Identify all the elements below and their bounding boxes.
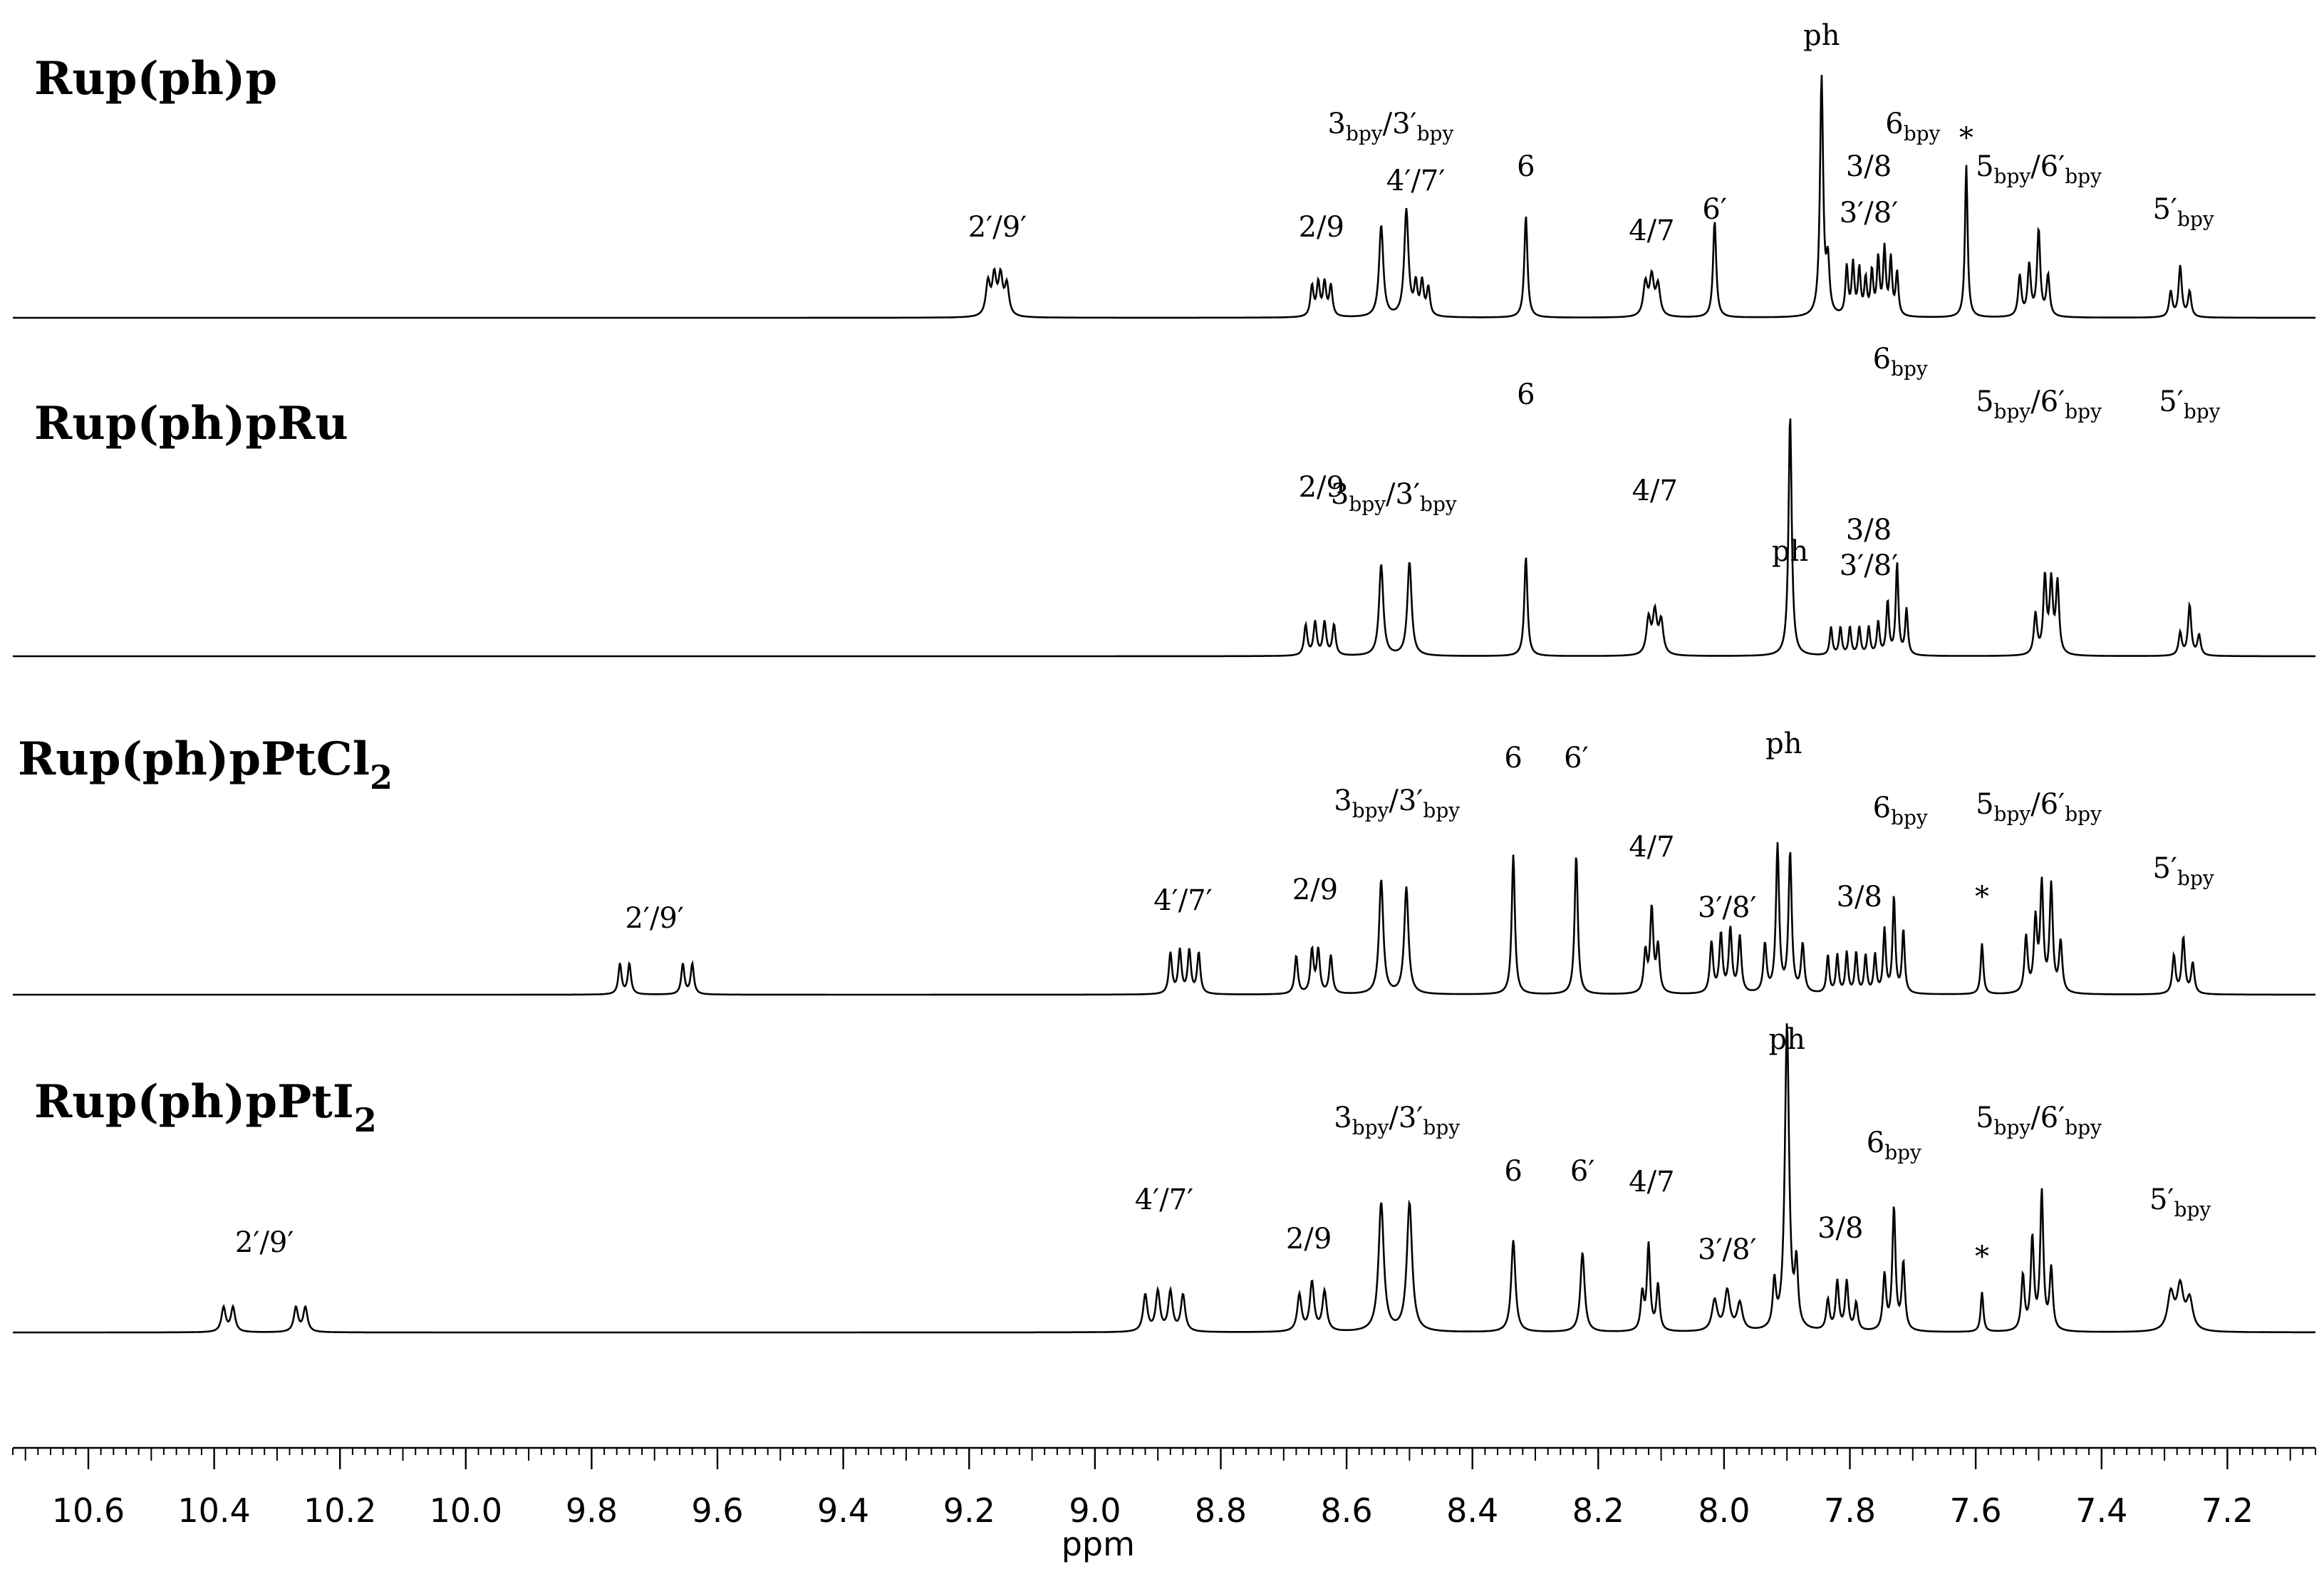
peak-label-5pbpy: 5′bpy xyxy=(2159,385,2220,423)
peak-label-3bpy: 3bpy/3′bpy xyxy=(1334,784,1460,822)
spectrum-trace xyxy=(13,842,2315,996)
peak-label-3bpy: 3bpy/3′bpy xyxy=(1327,108,1453,145)
peak-label-star: * xyxy=(1975,881,1989,913)
axis-tick-label: 10.2 xyxy=(304,1491,376,1530)
peak-label-2-9: 2/9 xyxy=(1286,1223,1332,1255)
peak-label-star: * xyxy=(1975,1241,1989,1273)
peak-label-3-8: 3/8 xyxy=(1837,881,1882,913)
peak-label-5bpy: 5bpy/6′bpy xyxy=(1976,1102,2102,1139)
peak-label-ph: ph xyxy=(1803,19,1840,52)
peak-label-3bpy: 3bpy/3′bpy xyxy=(1331,478,1457,516)
axis-tick-label: 7.8 xyxy=(1824,1491,1876,1530)
peak-label-5pbpy: 5′bpy xyxy=(2152,852,2214,890)
peak-label-6: 6 xyxy=(1504,1155,1522,1188)
peak-label-3bpy: 3bpy/3′bpy xyxy=(1334,1102,1460,1139)
peak-label-6p: 6′ xyxy=(1570,1155,1595,1188)
peak-label-6: 6 xyxy=(1517,150,1535,183)
peak-label-3p-8p: 3′/8′ xyxy=(1840,197,1899,229)
peak-label-6: 6 xyxy=(1517,378,1535,411)
peak-label-ph: ph xyxy=(1772,535,1808,568)
compound-title: Rup(ph)pPtI2 xyxy=(34,1075,377,1139)
peak-label-5bpy: 5bpy/6′bpy xyxy=(1976,150,2102,188)
axis-tick-label: 8.4 xyxy=(1446,1491,1498,1530)
peak-label-4-7: 4/7 xyxy=(1629,831,1674,864)
compound-title: Rup(ph)pRu xyxy=(34,397,348,450)
peak-label-4p-7p: 4′/7′ xyxy=(1153,884,1213,917)
peak-label-4p-7p: 4′/7′ xyxy=(1386,165,1446,197)
axis-tick-label: 9.6 xyxy=(691,1491,743,1530)
x-axis-title: ppm xyxy=(1062,1525,1135,1563)
peak-label-star: * xyxy=(1959,122,1973,155)
peak-label-4-7: 4/7 xyxy=(1629,214,1674,247)
peak-label-4p-7p: 4′/7′ xyxy=(1135,1184,1194,1216)
axis-tick-label: 8.2 xyxy=(1572,1491,1624,1530)
peak-label-6bpy: 6bpy xyxy=(1873,792,1928,829)
peak-label-6p: 6′ xyxy=(1564,742,1589,775)
peak-label-5bpy: 5bpy/6′bpy xyxy=(1976,385,2102,423)
peak-label-5bpy: 5bpy/6′bpy xyxy=(1976,788,2102,826)
peak-label-2p-9p: 2′/9′ xyxy=(968,211,1027,244)
peak-label-6bpy: 6bpy xyxy=(1867,1127,1921,1164)
axis-tick-label: 8.6 xyxy=(1321,1491,1373,1530)
axis-tick-label: 7.2 xyxy=(2201,1491,2253,1530)
peak-label-4-7: 4/7 xyxy=(1632,475,1678,507)
axis-tick-label: 9.2 xyxy=(943,1491,995,1530)
peak-label-ph: ph xyxy=(1765,727,1802,760)
axis-tick-label: 9.4 xyxy=(817,1491,869,1530)
spectrum-trace xyxy=(13,418,2315,658)
peak-label-3-8: 3/8 xyxy=(1846,150,1892,183)
peak-label-2-9: 2/9 xyxy=(1299,471,1344,504)
peak-label-3p-8p: 3′/8′ xyxy=(1840,549,1899,582)
peak-label-5pbpy: 5′bpy xyxy=(2152,193,2214,231)
peak-label-3-8: 3/8 xyxy=(1817,1212,1863,1245)
peak-label-3p-8p: 3′/8′ xyxy=(1698,891,1757,924)
ppm-axis: 10.6 10.4 10.2 10.0 9.8 9.6 9.4 9.2 9.0 8.8 8.6 8.4… xyxy=(12,1446,2316,1563)
peak-label-3-8: 3/8 xyxy=(1846,514,1892,547)
peak-label-3p-8p: 3′/8′ xyxy=(1698,1233,1757,1266)
compound-title: Rup(ph)pPtCl2 xyxy=(18,732,393,797)
peak-label-6bpy: 6bpy xyxy=(1885,108,1940,145)
peak-label-2p-9p: 2′/9′ xyxy=(235,1226,294,1259)
axis-tick-label: 8.8 xyxy=(1195,1491,1247,1530)
axis-tick-label: 9.0 xyxy=(1069,1491,1121,1530)
peak-label-5pbpy: 5′bpy xyxy=(2149,1184,2211,1221)
peak-label-2-9: 2/9 xyxy=(1299,211,1344,244)
spectrum-rup-ph-ppti2: Rup(ph)pPtI2 2′/9′ 4′/7′ 2/9 3bpy/3′bpy 6 6′ 4/… xyxy=(13,1023,2315,1334)
axis-tick-label: 10.4 xyxy=(177,1491,250,1530)
peak-label-2p-9p: 2′/9′ xyxy=(625,902,684,935)
axis-tick-label: 7.4 xyxy=(2075,1491,2127,1530)
peak-label-4-7: 4/7 xyxy=(1629,1166,1674,1198)
peak-label-2-9: 2/9 xyxy=(1292,874,1338,906)
peak-label-6: 6 xyxy=(1504,742,1522,775)
peak-label-ph: ph xyxy=(1769,1023,1805,1056)
spectrum-rup-ph-p: Rup(ph)p 2′/9′ 2/9 3bpy/3′bpy 4′/7′ 6 4/7 6′ ph 6… xyxy=(13,19,2315,319)
spectrum-trace xyxy=(13,1023,2315,1334)
axis-tick-label: 10.0 xyxy=(430,1491,502,1530)
spectrum-trace xyxy=(13,75,2315,319)
axis-tick-label: 7.6 xyxy=(1950,1491,2002,1530)
axis-tick-label: 8.0 xyxy=(1698,1491,1750,1530)
compound-title: Rup(ph)p xyxy=(34,52,277,105)
peak-label-6p: 6′ xyxy=(1702,193,1727,226)
axis-tick-label: 9.8 xyxy=(566,1491,618,1530)
peak-label-6bpy: 6bpy xyxy=(1873,343,1928,380)
axis-tick-label: 10.6 xyxy=(52,1491,125,1530)
spectrum-rup-ph-pptcl2: Rup(ph)pPtCl2 2′/9′ 4′/7′ 2/9 3bpy/3′bpy 6 6′ 4… xyxy=(13,727,2315,996)
